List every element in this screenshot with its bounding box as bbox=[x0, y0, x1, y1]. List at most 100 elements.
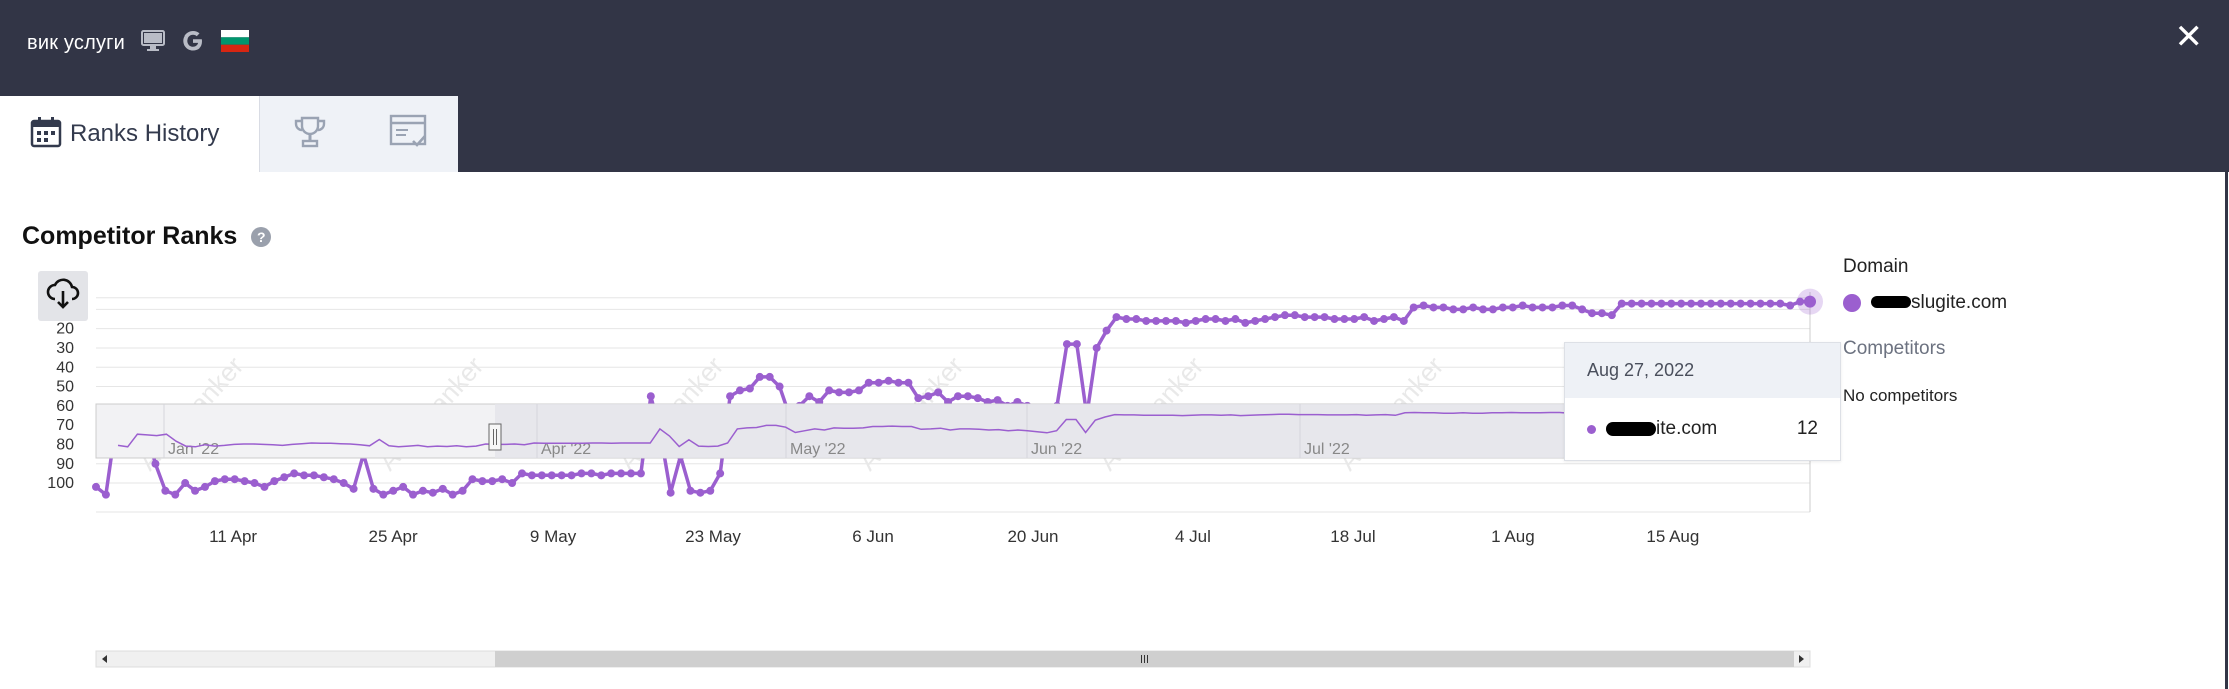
data-point[interactable] bbox=[418, 486, 427, 495]
data-point[interactable] bbox=[1062, 340, 1071, 349]
data-point[interactable] bbox=[1330, 315, 1339, 324]
data-point[interactable] bbox=[835, 388, 844, 397]
data-point[interactable] bbox=[1578, 305, 1587, 314]
data-point[interactable] bbox=[151, 459, 160, 468]
data-point[interactable] bbox=[270, 477, 279, 486]
data-point[interactable] bbox=[1112, 313, 1121, 322]
data-point[interactable] bbox=[1310, 313, 1319, 322]
data-point[interactable] bbox=[1162, 316, 1171, 325]
data-point[interactable] bbox=[686, 486, 695, 495]
data-point[interactable] bbox=[765, 372, 774, 381]
data-point[interactable] bbox=[448, 490, 457, 499]
close-button[interactable]: ✕ bbox=[2174, 18, 2204, 56]
data-point[interactable] bbox=[1657, 299, 1666, 308]
data-point[interactable] bbox=[854, 386, 863, 395]
data-point[interactable] bbox=[290, 469, 299, 478]
data-point[interactable] bbox=[1726, 299, 1735, 308]
data-point[interactable] bbox=[458, 486, 467, 495]
data-point[interactable] bbox=[1270, 313, 1279, 322]
help-icon[interactable]: ? bbox=[251, 226, 272, 247]
data-point[interactable] bbox=[646, 392, 655, 401]
data-point[interactable] bbox=[894, 378, 903, 387]
data-point[interactable] bbox=[498, 475, 507, 484]
data-point[interactable] bbox=[904, 378, 913, 387]
data-point[interactable] bbox=[1409, 303, 1418, 312]
data-point[interactable] bbox=[607, 469, 616, 478]
data-point[interactable] bbox=[924, 392, 933, 401]
scroll-right-icon[interactable] bbox=[1799, 655, 1804, 663]
data-point[interactable] bbox=[1706, 299, 1715, 308]
data-point[interactable] bbox=[349, 484, 358, 493]
data-point[interactable] bbox=[1607, 311, 1616, 320]
data-point[interactable] bbox=[478, 477, 487, 486]
data-point[interactable] bbox=[1072, 340, 1081, 349]
data-point[interactable] bbox=[617, 469, 626, 478]
data-point[interactable] bbox=[775, 382, 784, 391]
data-point[interactable] bbox=[577, 469, 586, 478]
data-point[interactable] bbox=[963, 392, 972, 401]
data-point[interactable] bbox=[1439, 303, 1448, 312]
data-point[interactable] bbox=[171, 490, 180, 499]
data-point[interactable] bbox=[191, 486, 200, 495]
data-point[interactable] bbox=[1370, 316, 1379, 325]
data-point[interactable] bbox=[716, 469, 725, 478]
data-point[interactable] bbox=[1221, 316, 1230, 325]
data-point[interactable] bbox=[319, 473, 328, 482]
data-point[interactable] bbox=[1796, 297, 1805, 306]
data-point[interactable] bbox=[369, 484, 378, 493]
data-point[interactable] bbox=[1280, 311, 1289, 320]
data-point[interactable] bbox=[1667, 299, 1676, 308]
data-point[interactable] bbox=[92, 482, 100, 491]
data-point[interactable] bbox=[250, 479, 259, 488]
data-point[interactable] bbox=[755, 372, 764, 381]
data-point[interactable] bbox=[220, 475, 229, 484]
tab-serp[interactable] bbox=[360, 96, 458, 172]
data-point[interactable] bbox=[934, 388, 943, 397]
data-point[interactable] bbox=[993, 396, 1002, 405]
data-point[interactable] bbox=[428, 488, 437, 497]
data-point[interactable] bbox=[1766, 299, 1775, 308]
data-point[interactable] bbox=[1449, 305, 1458, 314]
data-point[interactable] bbox=[1360, 313, 1369, 322]
data-point[interactable] bbox=[1488, 305, 1497, 314]
data-point[interactable] bbox=[1399, 316, 1408, 325]
data-point[interactable] bbox=[1627, 299, 1636, 308]
data-point[interactable] bbox=[636, 469, 645, 478]
data-point[interactable] bbox=[726, 392, 735, 401]
navigator-handle[interactable] bbox=[488, 423, 502, 451]
tab-competitors[interactable] bbox=[259, 96, 360, 172]
data-point[interactable] bbox=[1697, 299, 1706, 308]
data-point[interactable] bbox=[1152, 316, 1161, 325]
data-point[interactable] bbox=[884, 376, 893, 385]
data-point[interactable] bbox=[953, 392, 962, 401]
data-point[interactable] bbox=[240, 477, 249, 486]
data-point[interactable] bbox=[1300, 313, 1309, 322]
data-point[interactable] bbox=[438, 484, 447, 493]
data-point[interactable] bbox=[1558, 301, 1567, 310]
data-point[interactable] bbox=[200, 482, 209, 491]
data-point[interactable] bbox=[1379, 315, 1388, 324]
data-point[interactable] bbox=[1201, 315, 1210, 324]
data-point[interactable] bbox=[101, 490, 110, 499]
data-point[interactable] bbox=[1211, 315, 1220, 324]
data-point[interactable] bbox=[1350, 315, 1359, 324]
data-point[interactable] bbox=[844, 388, 853, 397]
data-point[interactable] bbox=[1231, 315, 1240, 324]
data-point[interactable] bbox=[1251, 316, 1260, 325]
data-point[interactable] bbox=[1241, 318, 1250, 327]
data-point[interactable] bbox=[914, 394, 923, 403]
data-point[interactable] bbox=[1716, 299, 1725, 308]
data-point[interactable] bbox=[557, 471, 566, 480]
data-point[interactable] bbox=[1538, 303, 1547, 312]
data-point[interactable] bbox=[1597, 309, 1606, 318]
data-point[interactable] bbox=[666, 488, 675, 497]
data-point[interactable] bbox=[1528, 303, 1537, 312]
data-point[interactable] bbox=[597, 471, 606, 480]
data-point[interactable] bbox=[1102, 326, 1111, 335]
data-point[interactable] bbox=[468, 475, 477, 484]
data-point[interactable] bbox=[745, 384, 754, 393]
data-point[interactable] bbox=[1479, 305, 1488, 314]
data-point[interactable] bbox=[874, 378, 883, 387]
data-point[interactable] bbox=[1122, 315, 1131, 324]
data-point[interactable] bbox=[805, 392, 814, 401]
